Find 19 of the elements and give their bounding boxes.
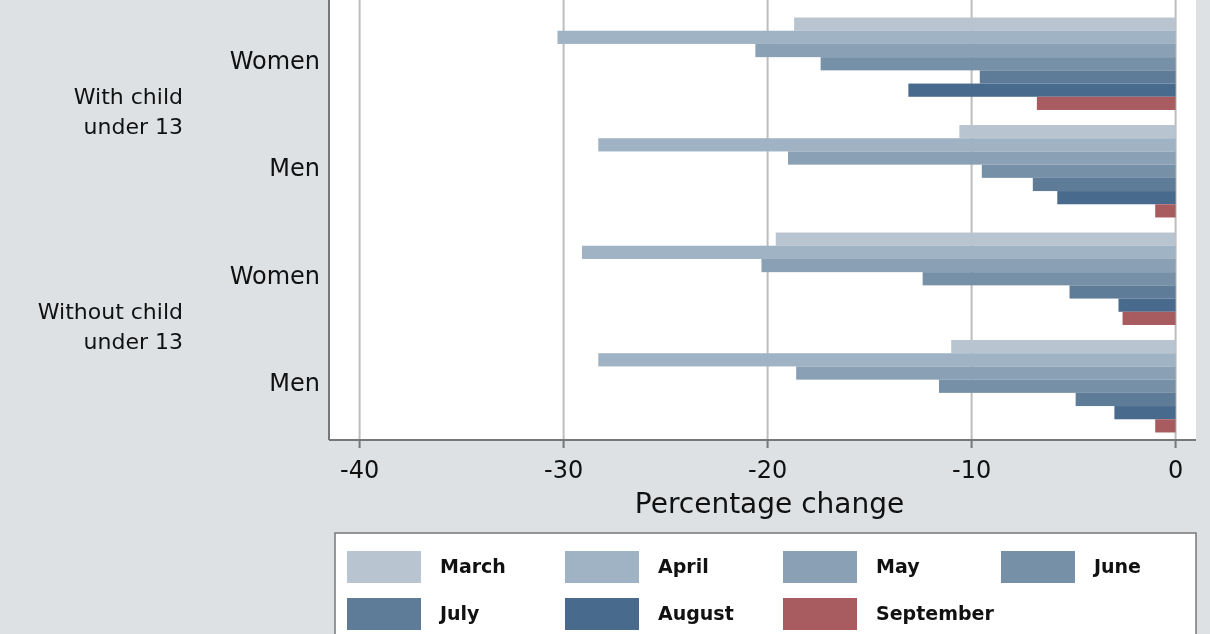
y-tick-label: Women xyxy=(229,261,320,290)
text: Without child under 13 xyxy=(37,298,183,354)
legend-label: March xyxy=(440,555,506,577)
x-tick-label: -30 xyxy=(544,456,584,484)
y-tick-label: Men xyxy=(269,154,320,183)
y-tick-label: Women xyxy=(229,46,320,75)
text: With child under 13 xyxy=(73,83,183,139)
x-tick-label: 0 xyxy=(1167,456,1184,484)
x-tick-label: -10 xyxy=(952,456,992,484)
legend-label: July xyxy=(438,602,481,624)
legend-label: August xyxy=(658,602,734,624)
x-tick-label: -40 xyxy=(340,456,380,484)
legend-label: June xyxy=(1092,555,1142,577)
x-axis-title: Percentage change xyxy=(634,487,905,520)
x-tick-label: -20 xyxy=(748,456,788,484)
legend-label: May xyxy=(876,555,921,577)
legend-label: September xyxy=(876,602,995,624)
y-tick-label: Men xyxy=(269,369,320,398)
legend-label: April xyxy=(658,555,709,577)
